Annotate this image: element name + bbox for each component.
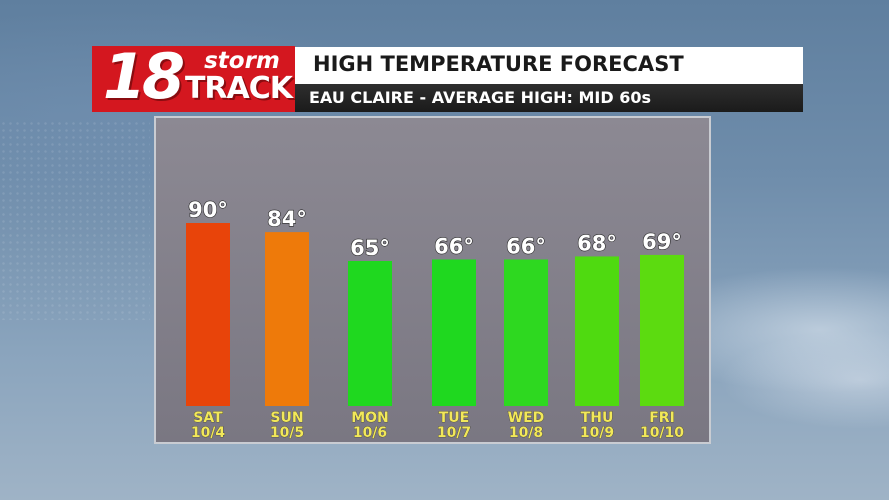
- title-bar: HIGH TEMPERATURE FORECAST: [295, 47, 803, 84]
- date-label-thu: 10/9: [580, 425, 614, 441]
- day-label-mon: MON: [351, 410, 389, 426]
- day-label-sat: SAT: [193, 410, 223, 426]
- value-label-fri: 69°: [642, 230, 682, 254]
- date-label-mon: 10/6: [353, 425, 387, 441]
- subtitle-bar: EAU CLAIRE - AVERAGE HIGH: MID 60s: [295, 84, 803, 112]
- day-label-sun: SUN: [270, 410, 303, 426]
- logo-track-text: TRACK: [184, 71, 293, 106]
- logo-number: 18: [102, 40, 185, 113]
- value-label-mon: 65°: [350, 236, 390, 260]
- day-label-tue: TUE: [439, 410, 469, 426]
- value-label-sat: 90°: [188, 198, 228, 222]
- day-label-thu: THU: [581, 410, 614, 426]
- logo-storm-text: storm: [204, 48, 280, 74]
- date-label-tue: 10/7: [437, 425, 471, 441]
- value-label-wed: 66°: [506, 234, 546, 258]
- day-label-fri: FRI: [649, 410, 675, 426]
- background-dot-pattern: [0, 120, 150, 320]
- bar-fri: [640, 254, 684, 406]
- bar-sat: [186, 223, 230, 406]
- date-label-fri: 10/10: [640, 425, 684, 441]
- date-label-wed: 10/8: [509, 425, 543, 441]
- value-label-sun: 84°: [267, 207, 307, 231]
- chart-subtitle: EAU CLAIRE - AVERAGE HIGH: MID 60s: [309, 88, 651, 107]
- station-logo: 18 storm TRACK: [92, 40, 295, 113]
- chart-panel: 90° SAT 10/4 84° SUN 10/5 65° MON 10/6 66° TUE 10/7…: [154, 116, 711, 444]
- chart-title: HIGH TEMPERATURE FORECAST: [313, 52, 684, 76]
- bar-tue: [432, 259, 476, 406]
- bar-sun: [265, 232, 309, 406]
- bar-mon: [348, 261, 392, 406]
- bar-wed: [504, 259, 548, 406]
- day-label-wed: WED: [508, 410, 545, 426]
- value-label-tue: 66°: [434, 234, 474, 258]
- date-label-sun: 10/5: [270, 425, 304, 441]
- bar-thu: [575, 256, 619, 406]
- value-label-thu: 68°: [577, 231, 617, 255]
- date-label-sat: 10/4: [191, 425, 226, 441]
